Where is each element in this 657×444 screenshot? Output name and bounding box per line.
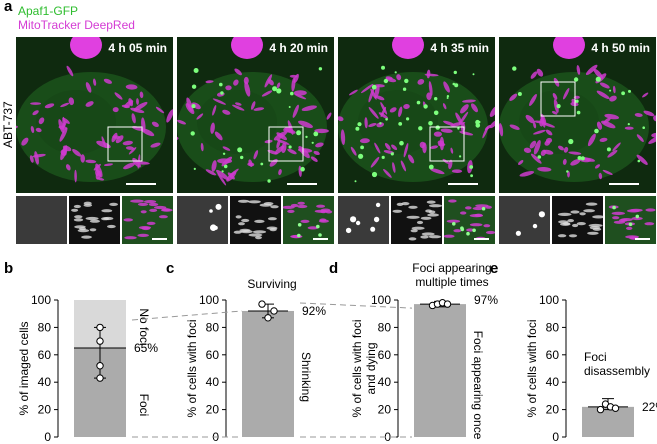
data-point (258, 300, 266, 308)
y-tick-label: 80 (546, 320, 560, 334)
inset-merge (605, 196, 656, 244)
legend-apaf1: Apaf1-GFP (18, 4, 79, 18)
y-tick-label: 60 (378, 348, 392, 362)
inset-mito (230, 196, 281, 244)
legend-mitotracker: MitoTracker DeepRed (18, 18, 135, 32)
timepoint-label: 4 h 20 min (269, 41, 328, 55)
inset-merge (444, 196, 495, 244)
y-tick-label: 20 (206, 403, 220, 417)
y-tick-label: 80 (206, 320, 220, 334)
bar (414, 304, 466, 437)
segment-label: No foci (137, 308, 151, 345)
bar (242, 310, 294, 437)
y-axis-label: % of cells with foci (350, 319, 364, 417)
bar-label: Shrinking (299, 352, 313, 402)
micrograph-4: 4 h 50 min (499, 37, 656, 193)
y-axis-label: and dying (364, 342, 378, 394)
data-point (96, 362, 104, 370)
inset-gray (177, 196, 228, 244)
y-tick-label: 20 (378, 403, 392, 417)
panel-label-c: c (166, 260, 174, 277)
y-axis-label: % of imaged cells (17, 321, 31, 415)
y-tick-label: 100 (199, 293, 219, 307)
y-tick-label: 40 (546, 375, 560, 389)
y-tick-label: 40 (206, 375, 220, 389)
timepoint-label: 4 h 50 min (591, 41, 650, 55)
y-axis-label: % of cells with foci (185, 319, 199, 417)
y-tick-label: 60 (546, 348, 560, 362)
inset-mito (69, 196, 120, 244)
chart-title: Foci (584, 350, 607, 364)
y-tick-label: 0 (552, 430, 559, 444)
y-tick-label: 60 (206, 348, 220, 362)
chart-title: disassembly (584, 364, 650, 378)
inset-merge (283, 196, 334, 244)
inset-mito (391, 196, 442, 244)
y-tick-label: 40 (378, 375, 392, 389)
y-tick-label: 100 (371, 293, 391, 307)
y-tick-label: 0 (384, 430, 391, 444)
y-tick-label: 100 (539, 293, 559, 307)
data-point (596, 405, 605, 414)
y-axis-label: % of cells with foci (525, 319, 539, 417)
inset-gray (338, 196, 389, 244)
value-label: 97% (474, 293, 498, 307)
data-point (270, 307, 278, 315)
chart-title: Foci appearing (412, 261, 491, 275)
micrograph-3: 4 h 35 min (338, 37, 495, 193)
row-label: ABT-737 (1, 101, 15, 148)
value-label: 92% (302, 304, 326, 318)
y-tick-label: 60 (38, 348, 52, 362)
data-point (96, 337, 104, 345)
panel-label-e: e (490, 260, 498, 277)
y-tick-label: 20 (546, 403, 560, 417)
y-tick-label: 40 (38, 375, 52, 389)
micrograph-2: 4 h 20 min (177, 37, 334, 193)
panel-label-a: a (4, 0, 13, 15)
y-tick-label: 100 (31, 293, 51, 307)
inset-gray (16, 196, 67, 244)
y-tick-label: 80 (378, 320, 392, 334)
bar-label: Foci appearing once (471, 331, 485, 440)
connector-dash (299, 302, 413, 309)
value-label: 22% (642, 400, 657, 414)
chart-title: Surviving (247, 277, 296, 291)
inset-gray (499, 196, 550, 244)
chart-title: multiple times (415, 275, 488, 289)
y-tick-label: 80 (38, 320, 52, 334)
timepoint-label: 4 h 35 min (430, 41, 489, 55)
data-point (443, 300, 452, 308)
data-point (611, 404, 620, 412)
inset-merge (122, 196, 173, 244)
segment-label: Foci (137, 394, 151, 417)
data-point (96, 374, 104, 382)
timepoint-label: 4 h 05 min (108, 41, 167, 55)
value-label: 65% (134, 341, 158, 355)
data-point (264, 314, 272, 322)
bar (582, 406, 634, 437)
data-point (96, 323, 104, 332)
panel-label-b: b (4, 260, 13, 277)
y-tick-label: 20 (38, 403, 52, 417)
micrograph-1: 4 h 05 min (16, 37, 173, 193)
inset-mito (552, 196, 603, 244)
connector-dash (131, 310, 243, 321)
panel-label-d: d (329, 260, 338, 277)
y-tick-label: 0 (44, 430, 51, 444)
